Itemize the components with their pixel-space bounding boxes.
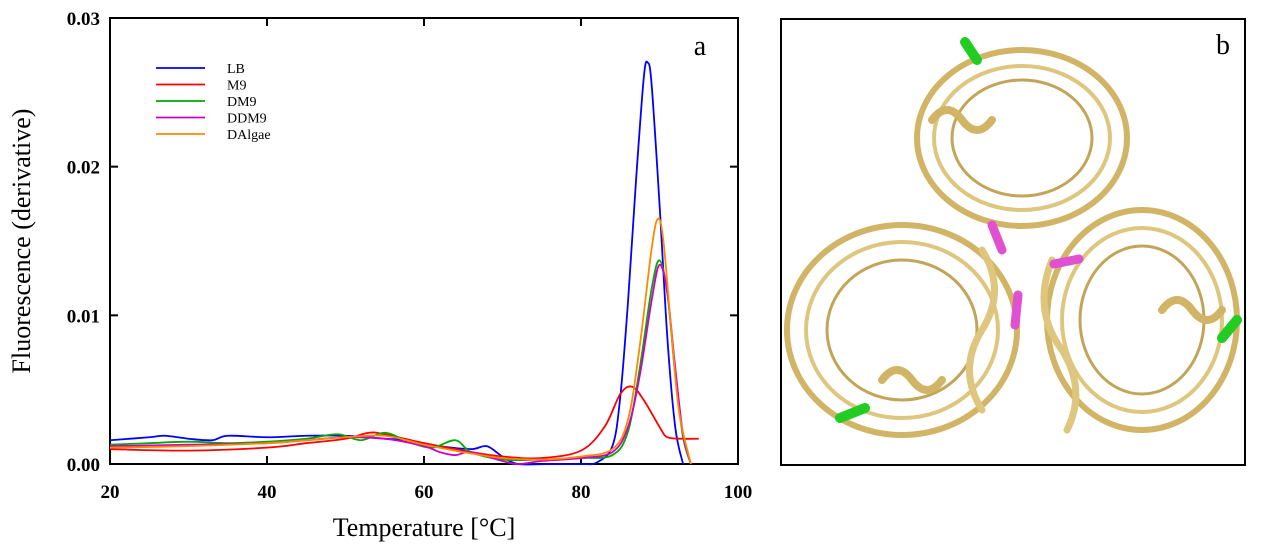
- series-line-dalgae: [109, 217, 692, 465]
- panel-a-label: a: [694, 31, 707, 62]
- y-tick-label: 0.03: [67, 9, 100, 30]
- legend-label: DDM9: [227, 112, 267, 127]
- y-tick-label: 0.00: [67, 455, 100, 476]
- protein-trimer-image: [784, 37, 1242, 438]
- legend-label: LB: [227, 62, 245, 77]
- x-tick-label: 60: [415, 482, 434, 503]
- series-line-dm9: [109, 259, 692, 465]
- axis-ticks: 20 40 60 80 100 0.00 0.01 0.02 0.03: [67, 9, 753, 503]
- x-axis-title: Temperature [°C]: [333, 513, 516, 542]
- series-group: [109, 60, 699, 466]
- legend-label: DAlgae: [227, 128, 271, 143]
- y-tick-label: 0.02: [67, 158, 100, 179]
- panel-b-label: b: [1216, 30, 1230, 61]
- subunit-top-ribbon: [914, 47, 1130, 229]
- series-line-ddm9: [109, 263, 692, 465]
- legend-label: M9: [227, 79, 246, 94]
- x-tick-label: 100: [724, 482, 753, 503]
- series-line-lb: [109, 60, 684, 466]
- central-residues: [987, 220, 1084, 330]
- y-axis-title: Fluorescence (derivative): [7, 109, 36, 374]
- x-tick-label: 80: [572, 482, 591, 503]
- y-tick-label: 0.01: [67, 306, 100, 327]
- x-tick-label: 20: [101, 482, 120, 503]
- peripheral-residues: [835, 37, 1242, 423]
- subunit-left-ribbon: [784, 222, 1020, 438]
- protein-structure-panel: b: [780, 18, 1246, 466]
- x-tick-label: 40: [258, 482, 277, 503]
- series-line-m9: [109, 385, 699, 460]
- legend-label: DM9: [227, 95, 257, 110]
